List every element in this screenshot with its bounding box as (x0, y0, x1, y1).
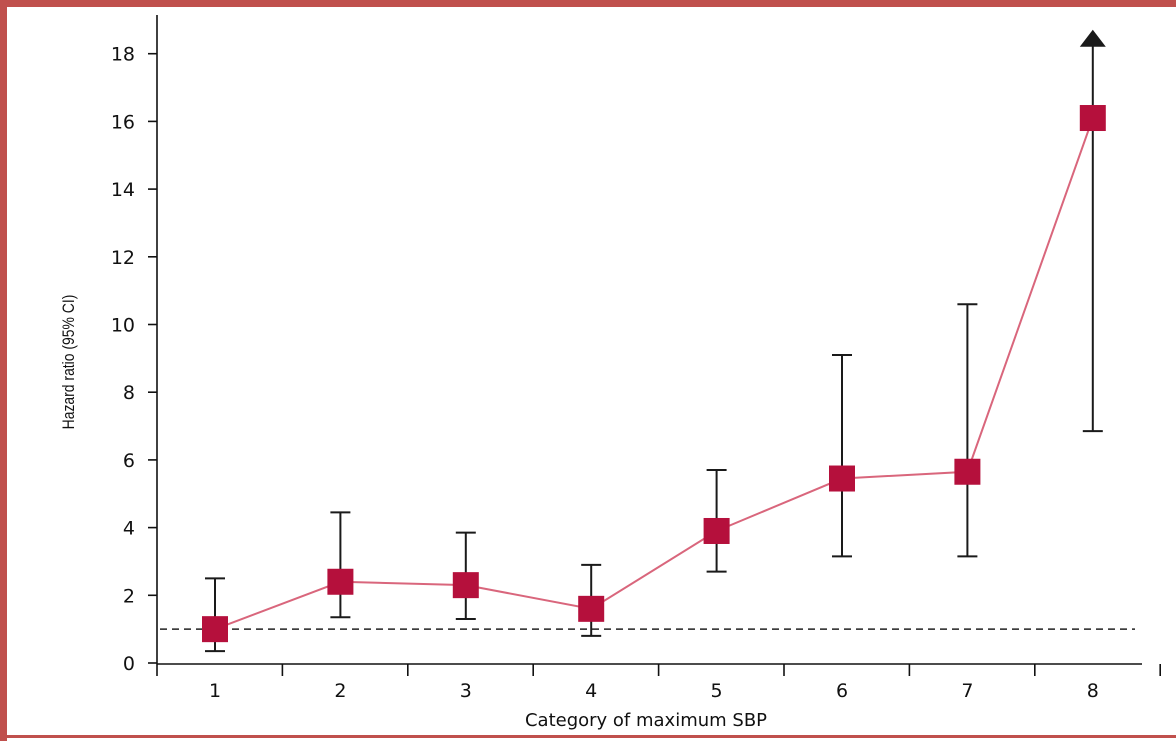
error-bars (205, 29, 1106, 653)
y-tick-label: 14 (111, 179, 135, 201)
data-point (703, 517, 730, 544)
y-axis-title: Hazard ratio (95% CI) (60, 295, 79, 430)
error-arrow (1079, 29, 1106, 47)
y-tick-label: 16 (111, 111, 135, 133)
y-tick-label: 12 (111, 247, 135, 269)
x-ticks: 1 2 3 4 5 6 7 8 (156, 664, 1161, 702)
y-tick-label: 8 (123, 382, 135, 404)
data-point (1079, 105, 1106, 132)
data-point (578, 595, 605, 622)
y-tick-label: 2 (123, 585, 135, 607)
y-tick-label: 0 (123, 653, 135, 675)
x-tick-label: 1 (209, 680, 221, 702)
y-tick-label: 10 (111, 315, 135, 337)
x-tick-label: 6 (836, 680, 848, 702)
x-tick-label: 2 (334, 680, 346, 702)
x-tick-label: 3 (460, 680, 472, 702)
y-tick-label: 6 (123, 450, 135, 472)
data-point (452, 572, 479, 599)
data-point (327, 568, 354, 595)
y-tick-label: 4 (123, 518, 135, 540)
data-point (954, 458, 981, 485)
data-point (829, 465, 855, 492)
x-axis-title: Category of maximum SBP (525, 710, 767, 731)
x-tick-label: 4 (585, 680, 597, 702)
data-point (202, 616, 228, 643)
data-markers (202, 105, 1106, 643)
x-tick-label: 7 (961, 680, 973, 702)
series-line (214, 117, 1094, 631)
x-tick-label: 8 (1087, 680, 1099, 702)
x-tick-label: 5 (711, 680, 723, 702)
y-tick-label: 18 (111, 44, 135, 66)
figure-bottom-rule (0, 735, 1176, 738)
y-ticks: 0 2 4 6 8 10 12 14 16 18 (111, 44, 157, 675)
